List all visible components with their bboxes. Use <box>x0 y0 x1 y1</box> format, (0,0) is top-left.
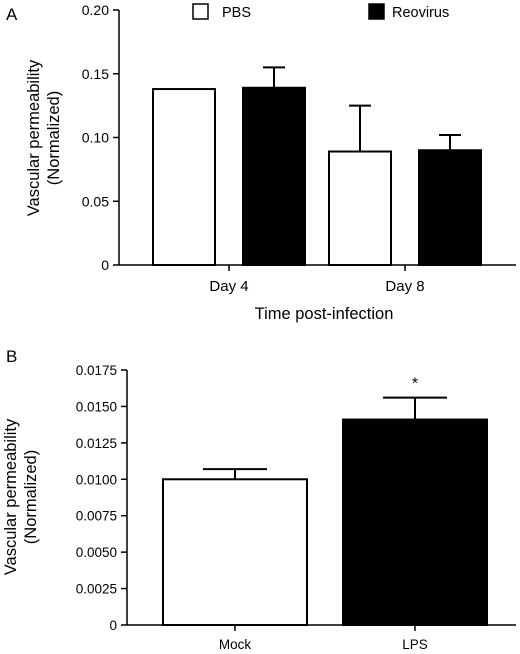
x-tick-label: LPS <box>402 637 428 652</box>
significance-marker: * <box>412 376 418 393</box>
y-axis-title-line-2: (Normalized) <box>45 91 63 185</box>
y-tick-label: 0.20 <box>82 2 109 18</box>
panel-b: B Vascular permeability (Normalized) 0 0.… <box>2 347 516 652</box>
bar <box>242 86 306 267</box>
y-axis-title-line-2: (Normalized) <box>22 450 40 544</box>
y-axis-title: Vascular permeability (Normalized) <box>2 418 40 575</box>
x-axis-title: Time post-infection <box>255 305 394 323</box>
y-tick-label: 0.0100 <box>76 472 117 487</box>
y-tick-label: 0.0025 <box>76 582 117 597</box>
bar <box>162 478 308 626</box>
y-axis-title-line-1: Vascular permeability <box>25 59 43 216</box>
legend-swatch-reovirus <box>368 3 385 20</box>
legend-label-reovirus: Reovirus <box>392 5 449 21</box>
y-tick-label: 0.15 <box>82 66 109 82</box>
y-tick-label: 0 <box>101 257 109 273</box>
panel-a: A PBS Reovirus Vascular permeability (No… <box>6 2 516 323</box>
legend: PBS Reovirus <box>192 3 449 21</box>
panel-a-label: A <box>6 5 18 24</box>
y-tick-label: 0.0075 <box>76 509 117 524</box>
y-tick-label: 0.05 <box>82 193 109 209</box>
y-tick-label: 0.0125 <box>76 436 117 451</box>
y-tick-label: 0.0050 <box>76 545 117 560</box>
y-axis-title: Vascular permeability (Normalized) <box>25 59 63 216</box>
legend-label-pbs: PBS <box>222 5 251 21</box>
y-tick-label: 0.10 <box>82 130 109 146</box>
legend-swatch-pbs <box>192 3 209 20</box>
panel-a-marks: 0 0.05 0.10 0.15 0.20 Day 4 Day 8 <box>82 2 516 295</box>
panel-b-label: B <box>6 347 17 366</box>
bar <box>418 149 482 266</box>
y-tick-label: 0 <box>109 618 117 633</box>
bar <box>152 88 216 266</box>
y-tick-label: 0.0150 <box>76 399 117 414</box>
bar <box>328 150 392 266</box>
y-tick-label: 0.0175 <box>76 363 117 378</box>
y-axis-title-line-1: Vascular permeability <box>2 418 20 575</box>
x-tick-label: Day 8 <box>385 278 424 295</box>
x-tick-label: Mock <box>219 637 252 652</box>
panel-b-marks: 0 0.0025 0.0050 0.0075 0.0100 0.0125 0.0150 0.0… <box>76 363 516 652</box>
bar <box>342 418 488 626</box>
x-tick-label: Day 4 <box>209 278 248 295</box>
